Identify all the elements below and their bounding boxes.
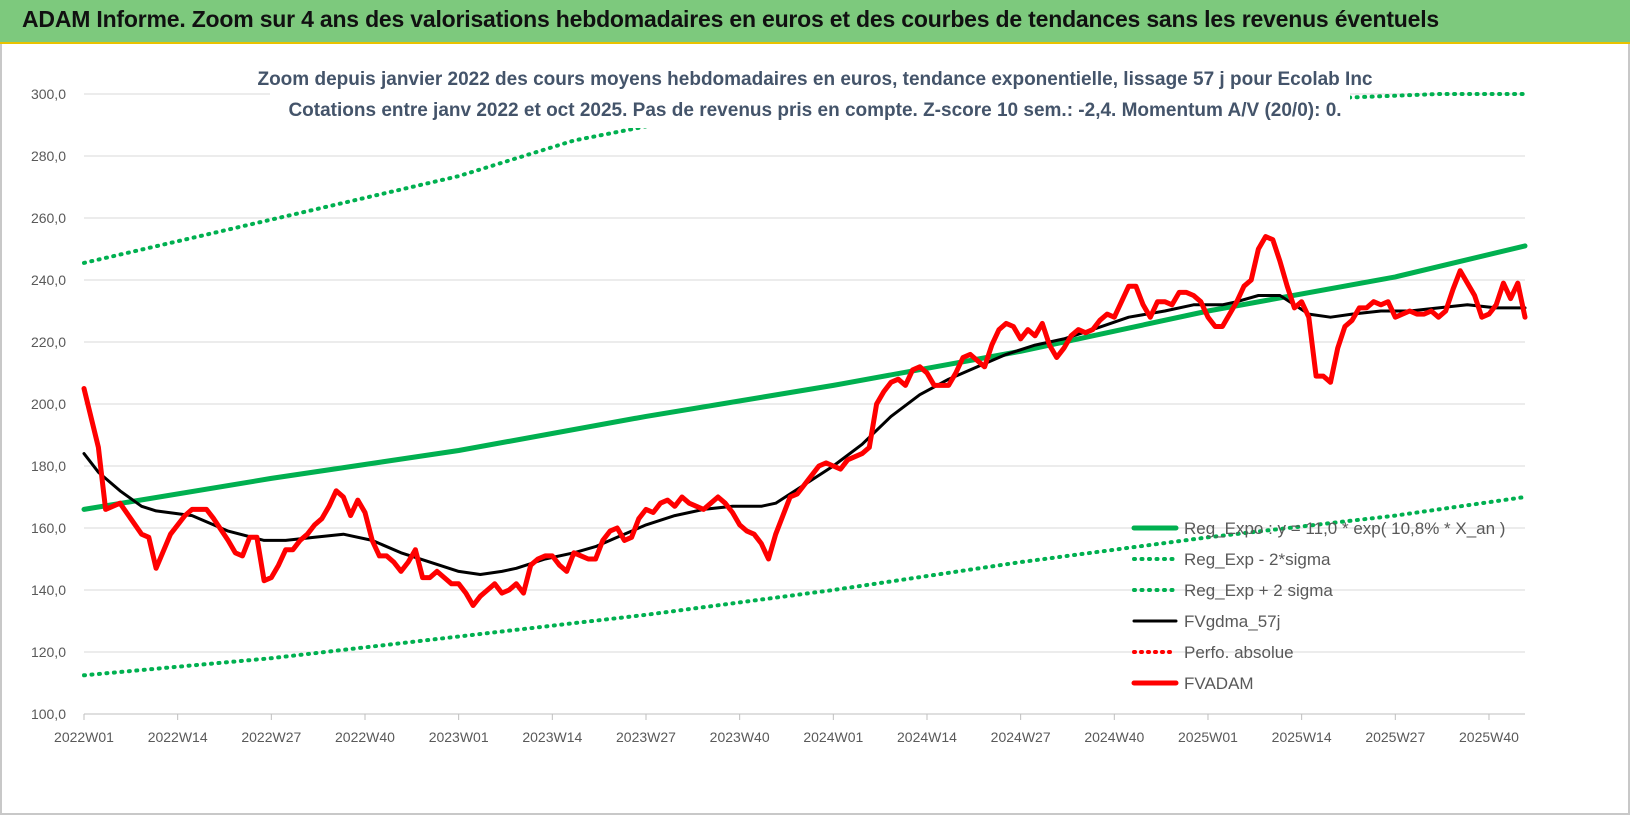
legend-label: Reg_Expo : y = 11,0 * exp( 10,8% * X_an … bbox=[1184, 519, 1505, 538]
x-tick-label: 2023W14 bbox=[522, 729, 582, 745]
x-tick-label: 2023W27 bbox=[616, 729, 676, 745]
header-bar: ADAM Informe. Zoom sur 4 ans des valoris… bbox=[0, 0, 1630, 44]
chart-title-line2: Cotations entre janv 2022 et oct 2025. P… bbox=[288, 100, 1341, 121]
series-line-0 bbox=[81, 243, 1528, 512]
x-tick-label: 2022W01 bbox=[54, 729, 114, 745]
legend-label: Reg_Exp - 2*sigma bbox=[1184, 550, 1331, 569]
x-tick-label: 2022W27 bbox=[241, 729, 301, 745]
legend-label: FVgdma_57j bbox=[1184, 612, 1280, 631]
x-tick-label: 2024W40 bbox=[1084, 729, 1144, 745]
x-tick-label: 2025W40 bbox=[1459, 729, 1519, 745]
x-tick-label: 2023W01 bbox=[429, 729, 489, 745]
x-tick-label: 2023W40 bbox=[710, 729, 770, 745]
series-line-2 bbox=[82, 92, 1527, 265]
y-tick-label: 180,0 bbox=[31, 458, 66, 474]
series-line-3 bbox=[82, 294, 1527, 576]
y-tick-label: 160,0 bbox=[31, 520, 66, 536]
x-tick-label: 2024W27 bbox=[991, 729, 1051, 745]
x-tick-label: 2025W14 bbox=[1272, 729, 1332, 745]
y-tick-label: 300,0 bbox=[31, 86, 66, 102]
y-tick-label: 260,0 bbox=[31, 210, 66, 226]
x-tick-label: 2022W40 bbox=[335, 729, 395, 745]
chart-title-group: Zoom depuis janvier 2022 des cours moyen… bbox=[257, 58, 1373, 128]
legend-label: FVADAM bbox=[1184, 674, 1254, 693]
x-tick-label: 2025W27 bbox=[1365, 729, 1425, 745]
x-tick-label: 2022W14 bbox=[148, 729, 208, 745]
series-layer bbox=[81, 92, 1528, 678]
y-tick-label: 280,0 bbox=[31, 148, 66, 164]
y-axis-ticks: 100,0 120,0 140,0 160,0 180,0 200,0 220,0 240,0… bbox=[31, 86, 66, 722]
chart-title-background bbox=[270, 58, 1350, 128]
gridlines bbox=[84, 93, 1525, 715]
page-title: ADAM Informe. Zoom sur 4 ans des valoris… bbox=[22, 6, 1440, 32]
y-tick-label: 140,0 bbox=[31, 582, 66, 598]
series-line-5 bbox=[81, 234, 1528, 608]
x-tick-label: 2025W01 bbox=[1178, 729, 1238, 745]
y-tick-label: 120,0 bbox=[31, 644, 66, 660]
x-tick-label: 2024W01 bbox=[803, 729, 863, 745]
y-tick-label: 200,0 bbox=[31, 396, 66, 412]
y-tick-label: 220,0 bbox=[31, 334, 66, 350]
axis-lines bbox=[83, 713, 1525, 720]
legend-label: Reg_Exp + 2 sigma bbox=[1184, 581, 1333, 600]
y-tick-label: 240,0 bbox=[31, 272, 66, 288]
x-tick-label: 2024W14 bbox=[897, 729, 957, 745]
y-tick-label: 100,0 bbox=[31, 706, 66, 722]
x-axis-ticks: 2022W01 2022W14 2022W27 2022W40 2023W01 2023W… bbox=[54, 729, 1519, 745]
legend-label: Perfo. absolue bbox=[1184, 643, 1294, 662]
chart-title-line1: Zoom depuis janvier 2022 des cours moyen… bbox=[257, 69, 1372, 90]
legend: Reg_Expo : y = 11,0 * exp( 10,8% * X_an … bbox=[1131, 519, 1505, 693]
series-line-1 bbox=[82, 495, 1527, 678]
